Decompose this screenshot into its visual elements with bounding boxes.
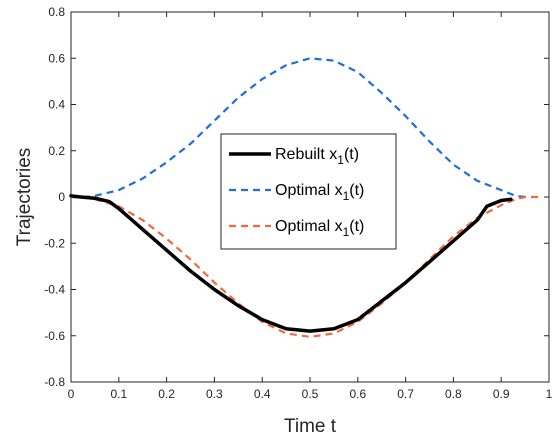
y-tick-label: 0.4 xyxy=(48,98,65,112)
legend-item-rebuilt-x1-label: Rebuilt x1(t) xyxy=(275,146,359,167)
x-tick-label: 0.2 xyxy=(158,387,175,401)
legend: Rebuilt x1(t) Optimal x1(t) Optimal x1(t) xyxy=(220,133,397,250)
y-tick-label: 0 xyxy=(58,190,65,204)
y-tick-label: 0.2 xyxy=(48,144,65,158)
x-tick-label: 0.9 xyxy=(493,387,510,401)
y-tick-label: -0.4 xyxy=(44,283,65,297)
x-tick-label: 1 xyxy=(546,387,553,401)
x-tick-label: 0.7 xyxy=(397,387,414,401)
axes-group: 0 0.1 0.2 0.3 0.4 0.5 0.6 0.7 0.8 0.9 1 -0.8 -0.6 -0.… xyxy=(44,5,552,401)
y-axis-label: Trajectories xyxy=(14,148,35,247)
y-tick-label: -0.6 xyxy=(44,329,65,343)
x-tick-label: 0.6 xyxy=(349,387,366,401)
y-tick-label: 0.8 xyxy=(48,5,65,19)
series-line-rebuilt-x1 xyxy=(69,194,513,333)
x-tick-label: 0.4 xyxy=(254,387,271,401)
y-tick-label: -0.8 xyxy=(44,375,65,389)
series-layer xyxy=(69,57,540,338)
x-tick-label: 0 xyxy=(68,387,75,401)
y-tick-label: -0.2 xyxy=(44,236,65,250)
x-tick-label: 0.5 xyxy=(302,387,319,401)
x-tick-label: 0.1 xyxy=(110,387,127,401)
series-line-optimal-x1-blue xyxy=(71,57,526,199)
legend-item-optimal-x1-orange-label: Optimal x1(t) xyxy=(275,218,364,239)
x-tick-label: 0.8 xyxy=(445,387,462,401)
legend-item-optimal-x1-blue-label: Optimal x1(t) xyxy=(275,182,364,203)
x-tick-label: 0.3 xyxy=(206,387,223,401)
x-axis-label: Time t xyxy=(284,416,337,437)
y-tick-label: 0.6 xyxy=(48,51,65,65)
